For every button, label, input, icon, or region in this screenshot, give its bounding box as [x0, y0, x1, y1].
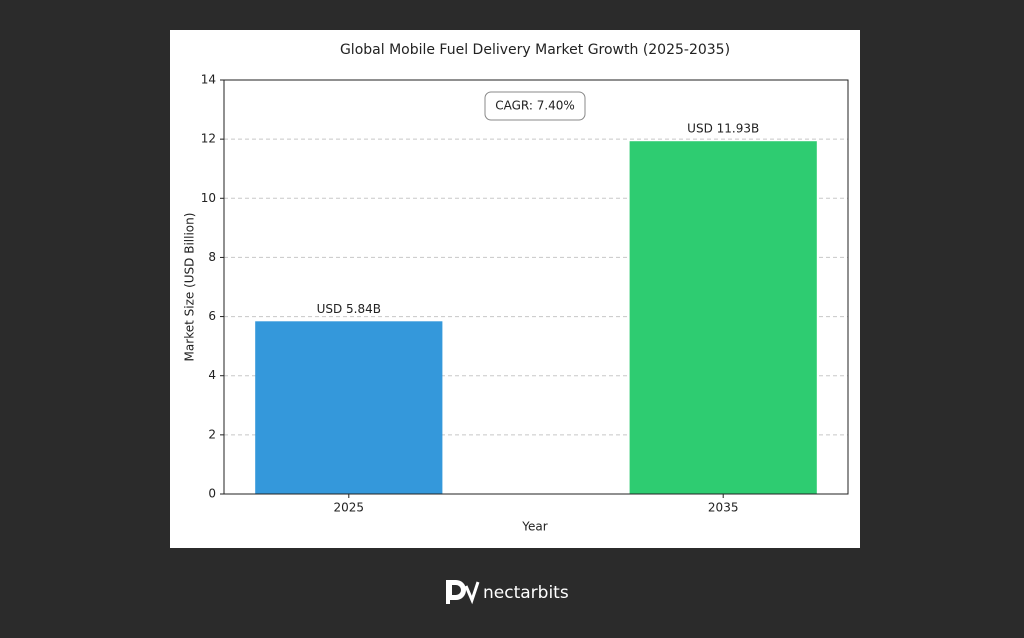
- bar: [629, 141, 817, 494]
- y-tick-label: 0: [208, 487, 216, 501]
- x-tick-label: 2025: [334, 501, 365, 515]
- y-tick-label: 10: [201, 191, 216, 205]
- x-tick-label: 2035: [708, 501, 739, 515]
- brand-logo: [446, 580, 480, 605]
- annotation: CAGR: 7.40%: [495, 99, 575, 113]
- y-tick-label: 6: [208, 309, 216, 323]
- y-tick-label: 12: [201, 132, 216, 146]
- data-label: USD 5.84B: [317, 302, 381, 316]
- plot-area: 0 2 4 6 8 10 12 14 USD 5.84B 2025 USD 11.93B 2035: [201, 73, 848, 515]
- bar: [255, 321, 443, 494]
- brand-name: nectarbits: [483, 583, 569, 603]
- logo-icon: [446, 580, 466, 604]
- y-axis-label: Market Size (USD Billion): [183, 213, 197, 362]
- y-tick-label: 4: [208, 368, 216, 382]
- y-tick-label: 8: [208, 250, 216, 264]
- data-label: USD 11.93B: [687, 122, 759, 136]
- x-axis-label: Year: [521, 520, 547, 534]
- logo-mark: [464, 581, 480, 605]
- chart-title: Global Mobile Fuel Delivery Market Growt…: [340, 42, 730, 58]
- y-tick-label: 2: [208, 427, 216, 441]
- plot-frame: [223, 79, 849, 495]
- y-tick-label: 14: [201, 73, 216, 87]
- annotation-box: [484, 91, 586, 121]
